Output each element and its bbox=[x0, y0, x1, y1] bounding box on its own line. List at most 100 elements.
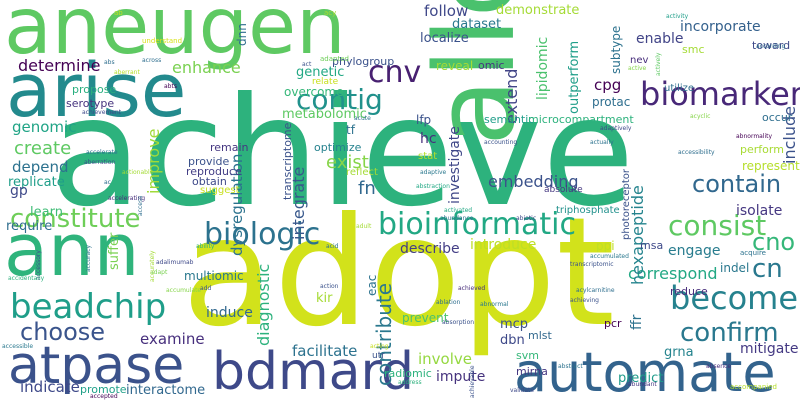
word: acy bbox=[324, 9, 337, 17]
word: follow bbox=[424, 2, 469, 20]
word: genomic bbox=[12, 118, 77, 136]
word: aneugen bbox=[4, 0, 346, 72]
word: microcompartment bbox=[528, 113, 634, 126]
word: address bbox=[398, 379, 422, 386]
word: beadchip bbox=[10, 287, 167, 327]
word: predict bbox=[618, 371, 664, 386]
word: accurately bbox=[149, 250, 156, 282]
word: localize bbox=[420, 31, 469, 46]
word: involve bbox=[418, 350, 473, 368]
word: accessibility bbox=[678, 149, 715, 156]
word: bioinformatic bbox=[378, 207, 577, 242]
word: propose bbox=[72, 83, 117, 96]
word: arise bbox=[6, 48, 187, 134]
word: absence bbox=[706, 363, 732, 370]
word: genetic bbox=[296, 65, 345, 80]
word: mitigate bbox=[740, 341, 799, 357]
word: contain bbox=[692, 170, 782, 198]
word: remain bbox=[210, 141, 249, 154]
word: induce bbox=[206, 305, 253, 321]
word: create bbox=[14, 138, 72, 159]
word: automate bbox=[514, 341, 776, 400]
word: omic bbox=[478, 59, 505, 72]
word: introduce bbox=[470, 237, 537, 253]
word: interactome bbox=[126, 383, 206, 398]
word: kir bbox=[316, 291, 333, 306]
word: consist bbox=[668, 209, 767, 242]
word: actually bbox=[590, 139, 614, 146]
word: abts bbox=[164, 83, 177, 90]
word: incorporate bbox=[680, 19, 761, 35]
word: embedding bbox=[488, 172, 579, 191]
word: indicate bbox=[20, 378, 80, 396]
word: ann bbox=[4, 208, 140, 292]
word: adaptive bbox=[420, 169, 447, 176]
word: act bbox=[302, 61, 312, 68]
word: occur bbox=[762, 111, 793, 124]
word: eac bbox=[365, 274, 379, 296]
word: promote bbox=[80, 383, 127, 396]
word: ability bbox=[196, 243, 215, 250]
word: reduce bbox=[670, 285, 708, 298]
word: transcriptome bbox=[281, 122, 294, 200]
word: biomarker bbox=[640, 75, 800, 113]
word: hexapeptide bbox=[628, 185, 647, 285]
word: photoreceptor bbox=[621, 168, 632, 240]
word: determine bbox=[18, 56, 101, 75]
word: abstract bbox=[558, 363, 583, 370]
word: mirna bbox=[516, 365, 548, 378]
word: acyclic bbox=[690, 113, 711, 120]
word: provide bbox=[188, 155, 230, 168]
word: optimize bbox=[314, 141, 362, 154]
word: aberration bbox=[84, 159, 116, 166]
word: metabolomic bbox=[282, 107, 367, 122]
word: validate bbox=[510, 387, 535, 394]
word: atpase bbox=[8, 336, 185, 396]
word: cnv bbox=[368, 55, 422, 90]
word: improve bbox=[144, 128, 163, 194]
word: abstraction bbox=[416, 183, 450, 190]
word: ab bbox=[114, 9, 123, 17]
word: cpg bbox=[594, 76, 622, 94]
word: phylogroup bbox=[332, 55, 395, 68]
word: become bbox=[670, 279, 799, 317]
word: fn bbox=[358, 178, 376, 199]
word: prevent bbox=[402, 311, 449, 325]
word: accumulated bbox=[590, 253, 629, 260]
word: abnormal bbox=[480, 301, 509, 308]
word: ffr bbox=[629, 314, 645, 330]
word: achievable bbox=[469, 365, 476, 398]
word: acute bbox=[354, 115, 371, 122]
word: outperform bbox=[567, 40, 582, 114]
word: abnormality bbox=[736, 133, 773, 140]
word: hc bbox=[420, 131, 437, 147]
word: learn bbox=[30, 205, 63, 220]
word: enhance bbox=[172, 58, 241, 77]
word: adapted bbox=[320, 55, 349, 63]
word: serotype bbox=[66, 97, 115, 110]
word: grna bbox=[664, 345, 694, 360]
word: ablation bbox=[436, 299, 461, 306]
word: multiomic bbox=[184, 269, 244, 283]
word: achievement bbox=[82, 109, 122, 116]
word: absorption bbox=[442, 319, 475, 326]
word: accessible bbox=[2, 343, 34, 350]
word: adult bbox=[356, 223, 372, 230]
word: access bbox=[137, 195, 144, 216]
word: pcr bbox=[604, 317, 622, 330]
word: acid bbox=[326, 243, 339, 250]
word: subtype bbox=[609, 25, 623, 74]
word: active bbox=[628, 65, 647, 72]
word: understand bbox=[142, 37, 183, 45]
word: protac bbox=[592, 95, 631, 109]
word: demonstrate bbox=[496, 3, 580, 18]
word: absolute bbox=[544, 185, 583, 195]
word: achieve bbox=[50, 66, 635, 240]
word: contig bbox=[296, 83, 383, 116]
word: add bbox=[200, 285, 212, 292]
word: diagnostic bbox=[254, 263, 273, 346]
word: acquire bbox=[740, 249, 766, 257]
word: isolate bbox=[736, 203, 783, 219]
word: activated bbox=[444, 207, 473, 214]
word: cn bbox=[752, 254, 783, 284]
